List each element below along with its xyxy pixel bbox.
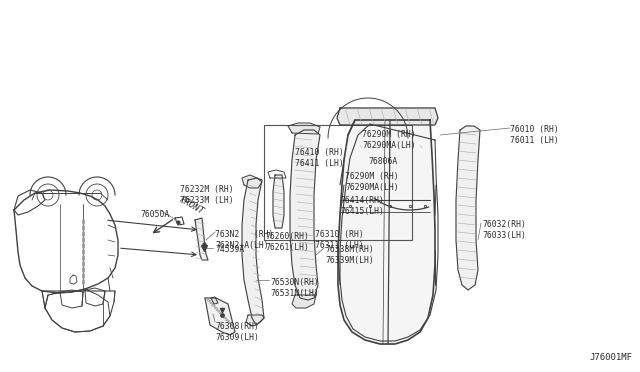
Polygon shape xyxy=(292,295,316,308)
Polygon shape xyxy=(456,126,480,290)
Bar xyxy=(264,125,412,240)
Text: 76032(RH)
76033(LH): 76032(RH) 76033(LH) xyxy=(482,220,526,240)
Text: 76806A: 76806A xyxy=(368,157,397,166)
Text: 76410 (RH)
76411 (LH): 76410 (RH) 76411 (LH) xyxy=(295,148,344,169)
Text: 76050A: 76050A xyxy=(140,210,169,219)
Text: FRONT: FRONT xyxy=(178,195,206,216)
Text: 76290M (RH)
76290MA(LH): 76290M (RH) 76290MA(LH) xyxy=(345,172,399,192)
Text: 74539A: 74539A xyxy=(215,245,244,254)
Text: 76310 (RH)
76311 (LH): 76310 (RH) 76311 (LH) xyxy=(315,230,364,250)
Text: 76530N(RH)
76531N(LH): 76530N(RH) 76531N(LH) xyxy=(270,278,319,298)
Polygon shape xyxy=(211,297,218,304)
Polygon shape xyxy=(290,130,320,300)
Polygon shape xyxy=(338,120,435,344)
Text: 76308(RH)
76309(LH): 76308(RH) 76309(LH) xyxy=(215,322,259,343)
Polygon shape xyxy=(288,123,320,134)
Text: 76338M(RH)
76339M(LH): 76338M(RH) 76339M(LH) xyxy=(325,245,374,266)
Polygon shape xyxy=(195,218,208,260)
Polygon shape xyxy=(273,175,284,228)
Text: 763N2   (RH)
763N2+A(LH): 763N2 (RH) 763N2+A(LH) xyxy=(215,230,273,250)
Text: 76290M (RH)
76290MA(LH): 76290M (RH) 76290MA(LH) xyxy=(362,130,415,150)
Polygon shape xyxy=(246,315,264,326)
Text: 76232M (RH)
76233M (LH): 76232M (RH) 76233M (LH) xyxy=(180,185,234,205)
Polygon shape xyxy=(205,298,235,335)
Polygon shape xyxy=(242,175,262,188)
Text: 76260(RH)
76261(LH): 76260(RH) 76261(LH) xyxy=(265,232,309,253)
Text: 76414(RH)
76415(LH): 76414(RH) 76415(LH) xyxy=(340,196,384,217)
Polygon shape xyxy=(337,108,438,125)
Text: J76001MF: J76001MF xyxy=(589,353,632,362)
Text: 76010 (RH)
76011 (LH): 76010 (RH) 76011 (LH) xyxy=(510,125,559,145)
Polygon shape xyxy=(242,178,264,325)
